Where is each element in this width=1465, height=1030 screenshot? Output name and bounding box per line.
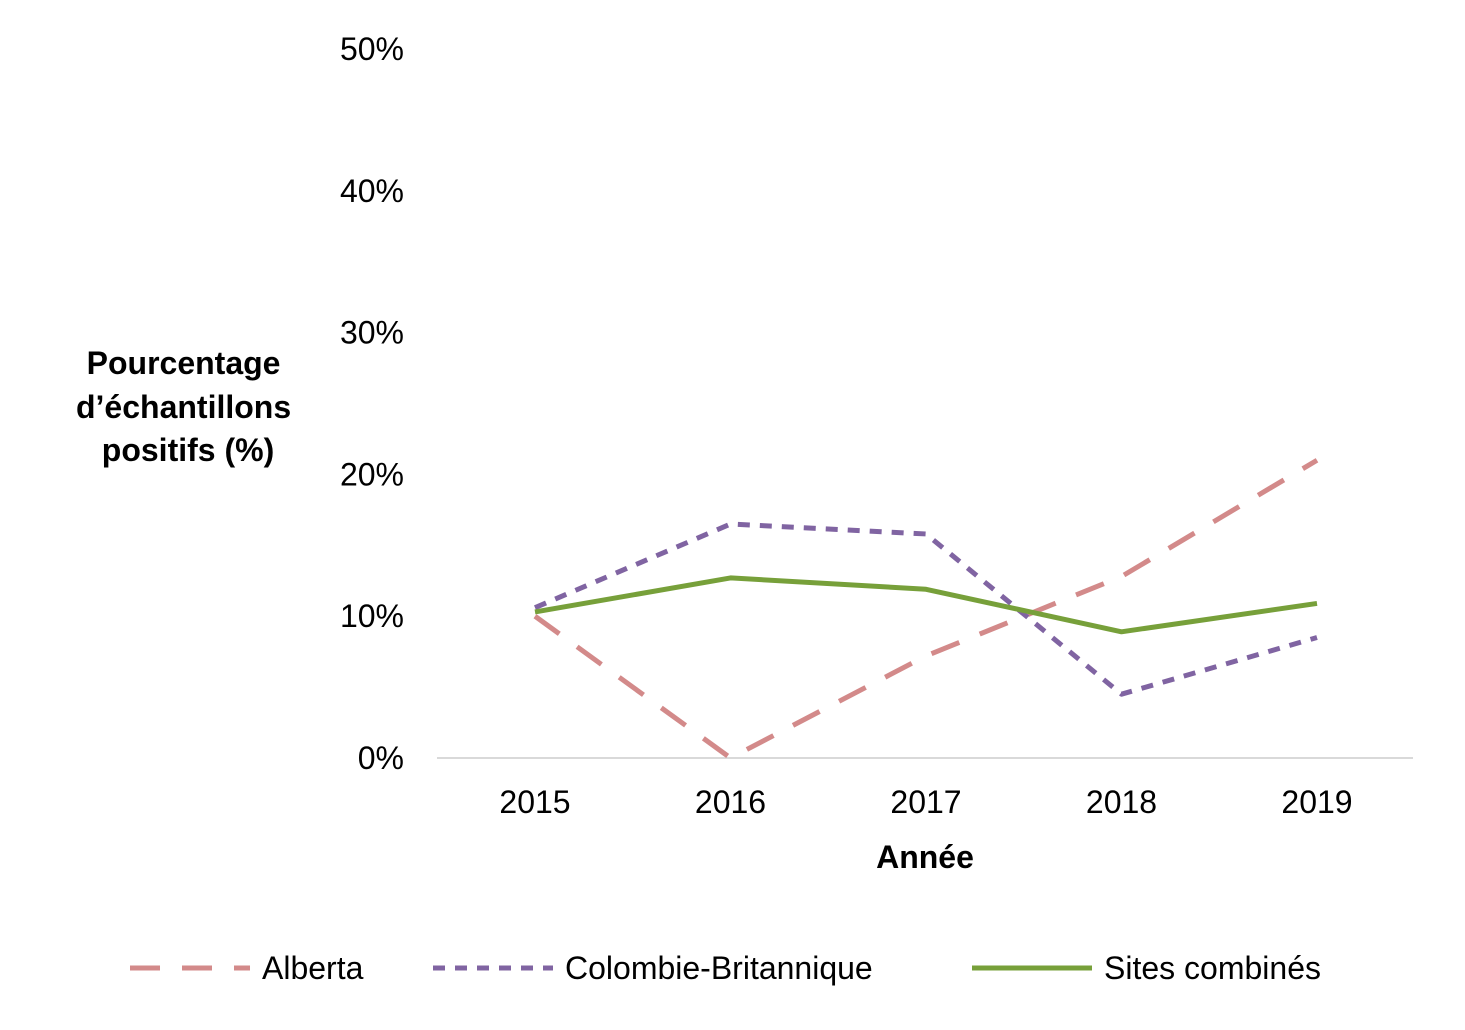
y-tick-label: 10%: [340, 598, 404, 634]
y-axis-title-line-2: d’échantillons: [76, 389, 291, 425]
x-tick-label: 2017: [890, 784, 961, 820]
x-tick-label: 2016: [695, 784, 766, 820]
x-axis-ticks: 2015 2016 2017 2018 2019: [499, 784, 1352, 820]
y-axis-title-line-1: Pourcentage: [87, 345, 281, 381]
series-line-colombie-britannique: [534, 521, 1318, 697]
series-lines: [533, 458, 1319, 761]
series-line-alberta: [533, 458, 1319, 761]
legend-label: Sites combinés: [1104, 950, 1321, 986]
legend-label: Alberta: [262, 950, 364, 986]
y-axis-title: Pourcentage d’échantillons positifs (%): [76, 345, 300, 468]
y-tick-label: 0%: [358, 740, 404, 776]
legend: Alberta Colombie-Britannique Sites combiné…: [130, 950, 1321, 986]
y-tick-label: 30%: [340, 315, 404, 351]
x-tick-label: 2018: [1086, 784, 1157, 820]
legend-label: Colombie-Britannique: [565, 950, 873, 986]
y-tick-label: 20%: [340, 456, 404, 492]
x-tick-label: 2019: [1281, 784, 1352, 820]
y-axis-ticks: 0% 10% 20% 30% 40% 50%: [340, 31, 404, 776]
y-axis-title-line-3: positifs (%): [102, 432, 274, 468]
x-axis-title: Année: [876, 839, 974, 875]
y-tick-label: 50%: [340, 31, 404, 67]
series-line-sites-combin-s: [534, 575, 1318, 635]
y-tick-label: 40%: [340, 173, 404, 209]
x-tick-label: 2015: [499, 784, 570, 820]
